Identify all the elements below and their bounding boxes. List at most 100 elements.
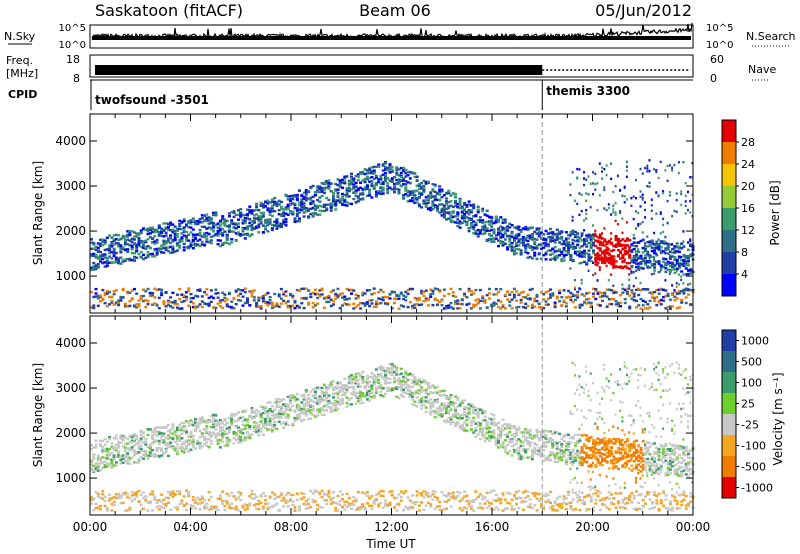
echo-cell bbox=[517, 240, 521, 243]
echo-cell bbox=[175, 452, 179, 455]
echo-cell bbox=[286, 203, 290, 206]
echo-cell bbox=[478, 229, 482, 232]
echo-cell bbox=[488, 229, 491, 233]
echo-cell bbox=[123, 238, 127, 241]
echo-cell bbox=[653, 290, 657, 294]
echo-cell bbox=[621, 217, 624, 220]
echo-cell bbox=[212, 234, 216, 238]
echo-cell bbox=[343, 180, 347, 183]
echo-cell bbox=[218, 239, 222, 242]
echo-cell bbox=[345, 189, 349, 192]
echo-cell bbox=[105, 508, 109, 511]
echo-cell bbox=[293, 217, 297, 220]
echo-cell bbox=[105, 292, 109, 295]
echo-cell bbox=[239, 498, 243, 502]
echo-cell bbox=[128, 506, 132, 510]
echo-cell bbox=[411, 197, 415, 200]
echo-cell bbox=[659, 249, 663, 252]
echo-cell bbox=[153, 242, 157, 245]
echo-cell bbox=[153, 231, 157, 234]
echo-cell bbox=[508, 222, 512, 225]
echo-cell bbox=[221, 490, 225, 493]
echo-cell bbox=[182, 443, 186, 446]
echo-cell bbox=[110, 460, 114, 463]
echo-cell bbox=[261, 231, 265, 234]
echo-cell bbox=[553, 258, 557, 261]
echo-cell bbox=[576, 296, 580, 299]
echo-cell bbox=[449, 214, 453, 217]
freq-left-tick-top: 18 bbox=[66, 53, 80, 66]
echo-cell bbox=[304, 409, 308, 412]
echo-cell bbox=[397, 297, 401, 300]
echo-cell bbox=[203, 219, 207, 222]
echo-cell bbox=[320, 190, 324, 193]
echo-cell bbox=[268, 417, 272, 420]
echo-cell bbox=[273, 196, 277, 200]
echo-cell bbox=[573, 199, 576, 202]
echo-cell bbox=[635, 299, 638, 303]
echo-cell bbox=[592, 224, 594, 227]
echo-cell bbox=[248, 218, 252, 221]
echo-cell bbox=[361, 192, 365, 195]
echo-cell bbox=[268, 419, 272, 423]
echo-cell bbox=[616, 244, 620, 247]
echo-cell bbox=[230, 413, 234, 417]
echo-cell bbox=[467, 209, 471, 212]
echo-cell bbox=[128, 435, 132, 438]
echo-cell bbox=[402, 305, 406, 308]
echo-cell bbox=[635, 250, 638, 253]
echo-cell bbox=[472, 292, 476, 295]
echo-cell bbox=[583, 252, 586, 255]
echo-cell bbox=[157, 431, 161, 434]
echo-cell bbox=[411, 306, 415, 310]
echo-cell bbox=[302, 197, 306, 200]
echo-cell bbox=[607, 203, 610, 206]
echo-cell bbox=[465, 211, 469, 214]
echo-cell bbox=[250, 433, 254, 436]
echo-cell bbox=[436, 209, 439, 212]
echo-cell bbox=[187, 239, 191, 242]
echo-cell bbox=[458, 222, 462, 225]
echo-cell bbox=[363, 292, 367, 295]
echo-cell bbox=[144, 228, 148, 231]
echo-cell bbox=[96, 456, 100, 459]
echo-cell bbox=[682, 259, 686, 262]
echo-cell bbox=[546, 244, 550, 248]
echo-cell bbox=[309, 408, 313, 412]
echo-cell bbox=[112, 234, 116, 237]
echo-cell bbox=[157, 447, 161, 450]
echo-cell bbox=[309, 399, 313, 402]
echo-cell bbox=[137, 489, 141, 493]
echo-cell bbox=[273, 426, 277, 430]
echo-cell bbox=[628, 273, 631, 276]
echo-cell bbox=[166, 437, 170, 441]
echo-cell bbox=[406, 194, 410, 198]
echo-cell bbox=[562, 254, 566, 257]
echo-cell bbox=[363, 172, 367, 176]
echo-cell bbox=[142, 288, 145, 291]
echo-cell bbox=[664, 248, 668, 251]
echo-cell bbox=[560, 231, 564, 234]
echo-cell bbox=[135, 442, 139, 445]
echo-cell bbox=[114, 493, 118, 496]
echo-cell bbox=[377, 291, 381, 294]
echo-cell bbox=[237, 411, 240, 414]
echo-cell bbox=[246, 435, 249, 438]
echo-cell bbox=[384, 180, 387, 183]
echo-cell bbox=[114, 496, 118, 500]
echo-cell bbox=[648, 181, 651, 184]
echo-cell bbox=[671, 255, 675, 258]
echo-cell bbox=[533, 300, 537, 303]
echo-cell bbox=[580, 261, 583, 264]
echo-cell bbox=[216, 296, 220, 299]
echo-cell bbox=[218, 229, 222, 232]
echo-cell bbox=[142, 257, 145, 261]
echo-cell bbox=[664, 307, 668, 310]
echo-cell bbox=[282, 426, 286, 429]
echo-cell bbox=[185, 295, 188, 299]
echo-cell bbox=[424, 180, 428, 184]
echo-cell bbox=[603, 251, 607, 254]
echo-cell bbox=[657, 248, 661, 251]
echo-cell bbox=[243, 213, 247, 217]
echo-cell bbox=[644, 259, 647, 263]
